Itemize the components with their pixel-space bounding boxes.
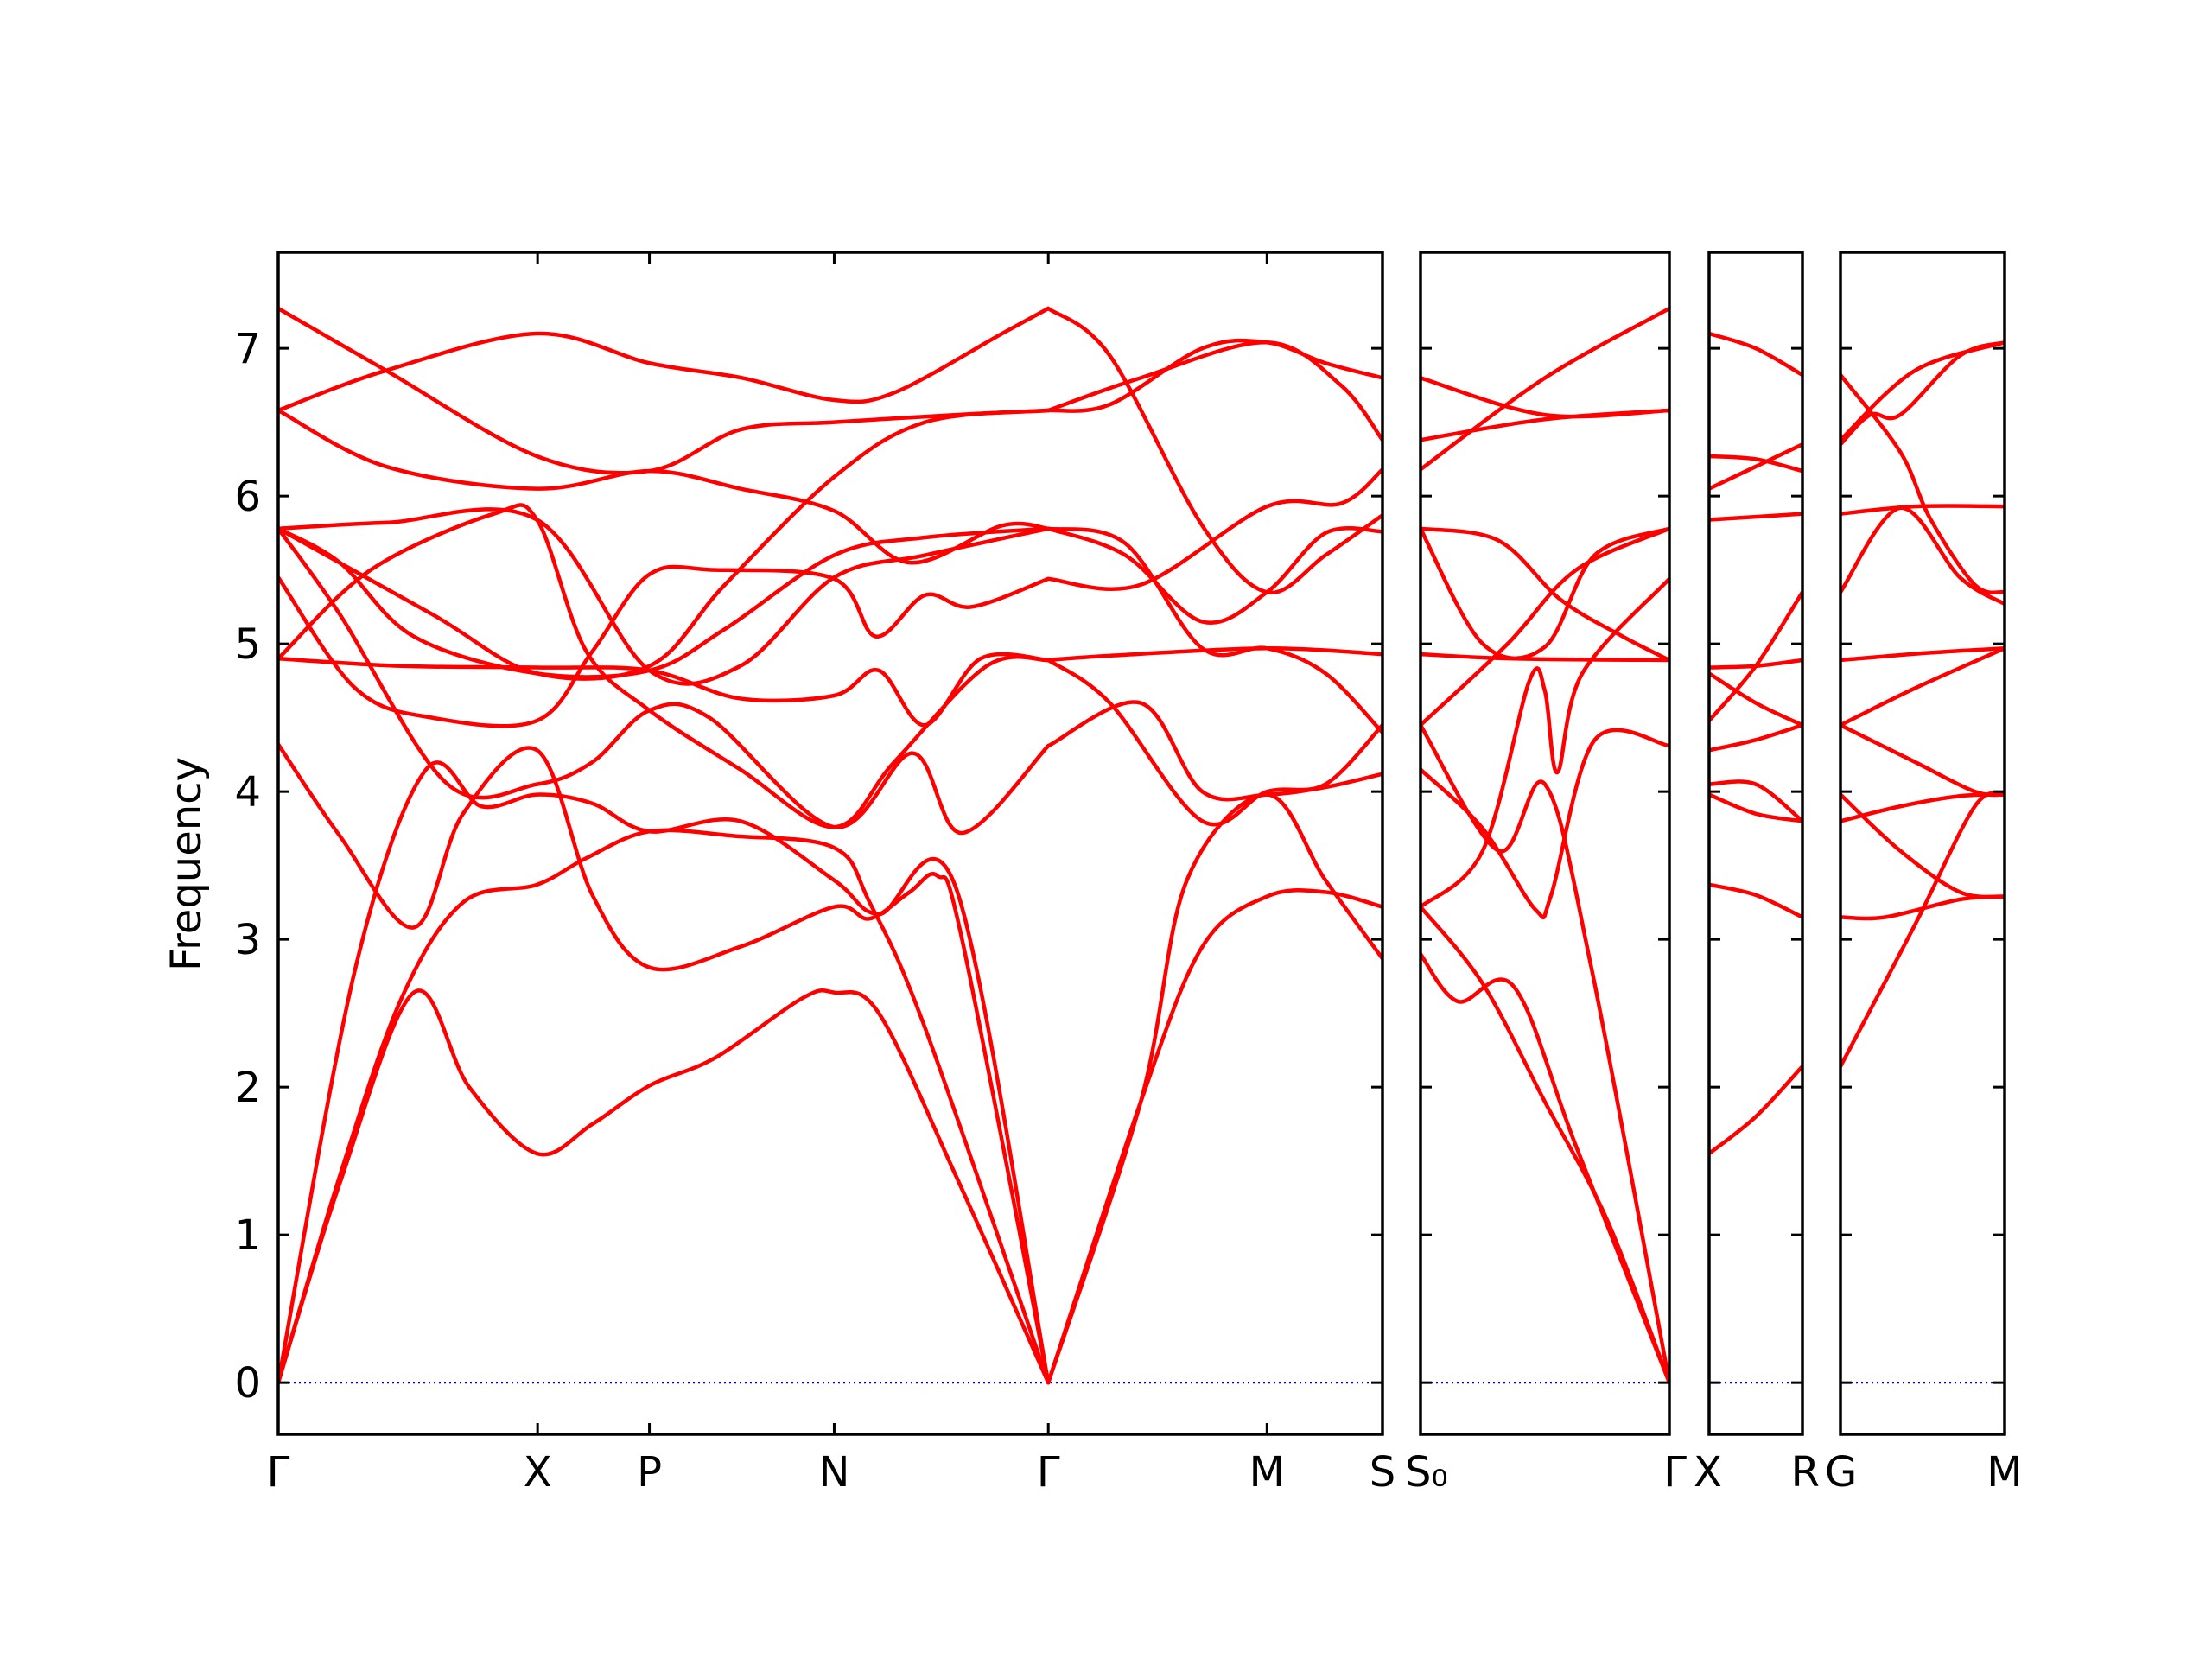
x-tick-label: N — [819, 1448, 850, 1497]
x-tick-label: X — [524, 1448, 552, 1497]
band-line — [278, 503, 1051, 830]
band-line — [1709, 442, 1802, 491]
bands-group — [1709, 331, 1802, 1156]
band-line — [278, 526, 1051, 836]
band-line — [1046, 700, 1382, 802]
band-line — [1421, 526, 1669, 663]
band-line — [278, 988, 1051, 1385]
band-line — [1046, 306, 1382, 595]
x-tick-label: Γ — [1037, 1448, 1060, 1497]
band-line — [1046, 658, 1382, 827]
band-line — [1421, 652, 1669, 663]
band-line — [1840, 894, 2005, 921]
band-line — [1421, 526, 1669, 661]
band-line — [1046, 792, 1382, 1385]
band-line — [1046, 338, 1382, 413]
band-line — [278, 742, 1051, 1385]
band-line — [1421, 905, 1669, 1385]
y-tick-label: 6 — [234, 473, 261, 521]
panel-2: S₀ Γ — [1405, 251, 1687, 1497]
band-line — [1421, 376, 1669, 419]
band-line — [1709, 792, 1802, 823]
y-axis-label: Frequency — [162, 757, 211, 971]
band-line — [1840, 722, 2005, 798]
band-line — [1709, 658, 1802, 670]
band-line — [1840, 792, 2005, 899]
band-line — [1709, 1064, 1802, 1156]
band-line — [278, 408, 1051, 681]
band-line — [278, 828, 1051, 1385]
band-line — [278, 507, 1051, 686]
x-tick-label: Γ — [1663, 1448, 1687, 1497]
band-line — [1709, 671, 1802, 728]
band-line — [1840, 505, 2005, 607]
band-line — [1709, 331, 1802, 378]
y-tick-label: 4 — [234, 768, 261, 817]
bands-group — [278, 306, 1382, 1385]
band-line — [1046, 888, 1382, 1385]
band-line — [1046, 467, 1382, 591]
band-line — [1421, 306, 1669, 472]
panel-frame — [1707, 251, 1804, 1436]
band-line — [1421, 576, 1669, 909]
bands-group — [1421, 306, 1669, 1385]
band-line — [1840, 372, 2005, 595]
band-line — [1421, 728, 1669, 920]
y-tick-label: 7 — [234, 325, 261, 373]
band-line — [1709, 512, 1802, 522]
y-tick-label: 1 — [234, 1211, 261, 1260]
band-line — [1840, 791, 2005, 1069]
x-tick-label: Γ — [267, 1448, 290, 1497]
panel-1: 0 1 2 3 4 5 6 7 Γ X P N Γ M S — [234, 251, 1395, 1497]
y-tick-label: 3 — [234, 916, 261, 964]
band-line — [1840, 340, 2005, 447]
band-line — [278, 408, 1051, 565]
band-line — [1709, 722, 1802, 753]
band-line — [1840, 340, 2005, 442]
band-line — [278, 526, 1051, 679]
band-line — [1046, 526, 1382, 625]
x-tick-label: R — [1791, 1448, 1820, 1497]
band-line — [1840, 504, 2005, 516]
band-line — [1709, 779, 1802, 823]
x-tick-label: M — [1986, 1448, 2022, 1497]
band-line — [278, 306, 1051, 413]
band-line — [1421, 722, 1669, 1385]
y-tick-label: 5 — [234, 620, 261, 669]
x-tick-label: P — [637, 1448, 662, 1497]
x-tick-label: S₀ — [1405, 1448, 1448, 1497]
band-line — [1046, 526, 1382, 734]
band-line — [1046, 340, 1382, 442]
y-tick-label: 0 — [234, 1359, 261, 1408]
x-tick-label: S — [1370, 1448, 1395, 1497]
y-tick-label: 2 — [234, 1064, 261, 1112]
bands-group — [1840, 340, 2005, 1069]
band-line — [278, 564, 1051, 728]
band-line — [1840, 646, 2005, 663]
band-line — [1840, 646, 2005, 728]
band-line — [278, 306, 1051, 475]
x-tick-label: G — [1825, 1448, 1857, 1497]
band-line — [1709, 454, 1802, 474]
x-tick-label: X — [1694, 1448, 1722, 1497]
band-line — [1709, 882, 1802, 919]
band-line — [278, 760, 1051, 1385]
panel-frame — [276, 251, 1384, 1436]
panel-frame — [1839, 251, 2006, 1436]
band-line — [1421, 952, 1669, 1385]
x-tick-label: M — [1249, 1448, 1285, 1497]
panel-frame — [1419, 251, 1671, 1436]
band-line — [1421, 526, 1669, 728]
